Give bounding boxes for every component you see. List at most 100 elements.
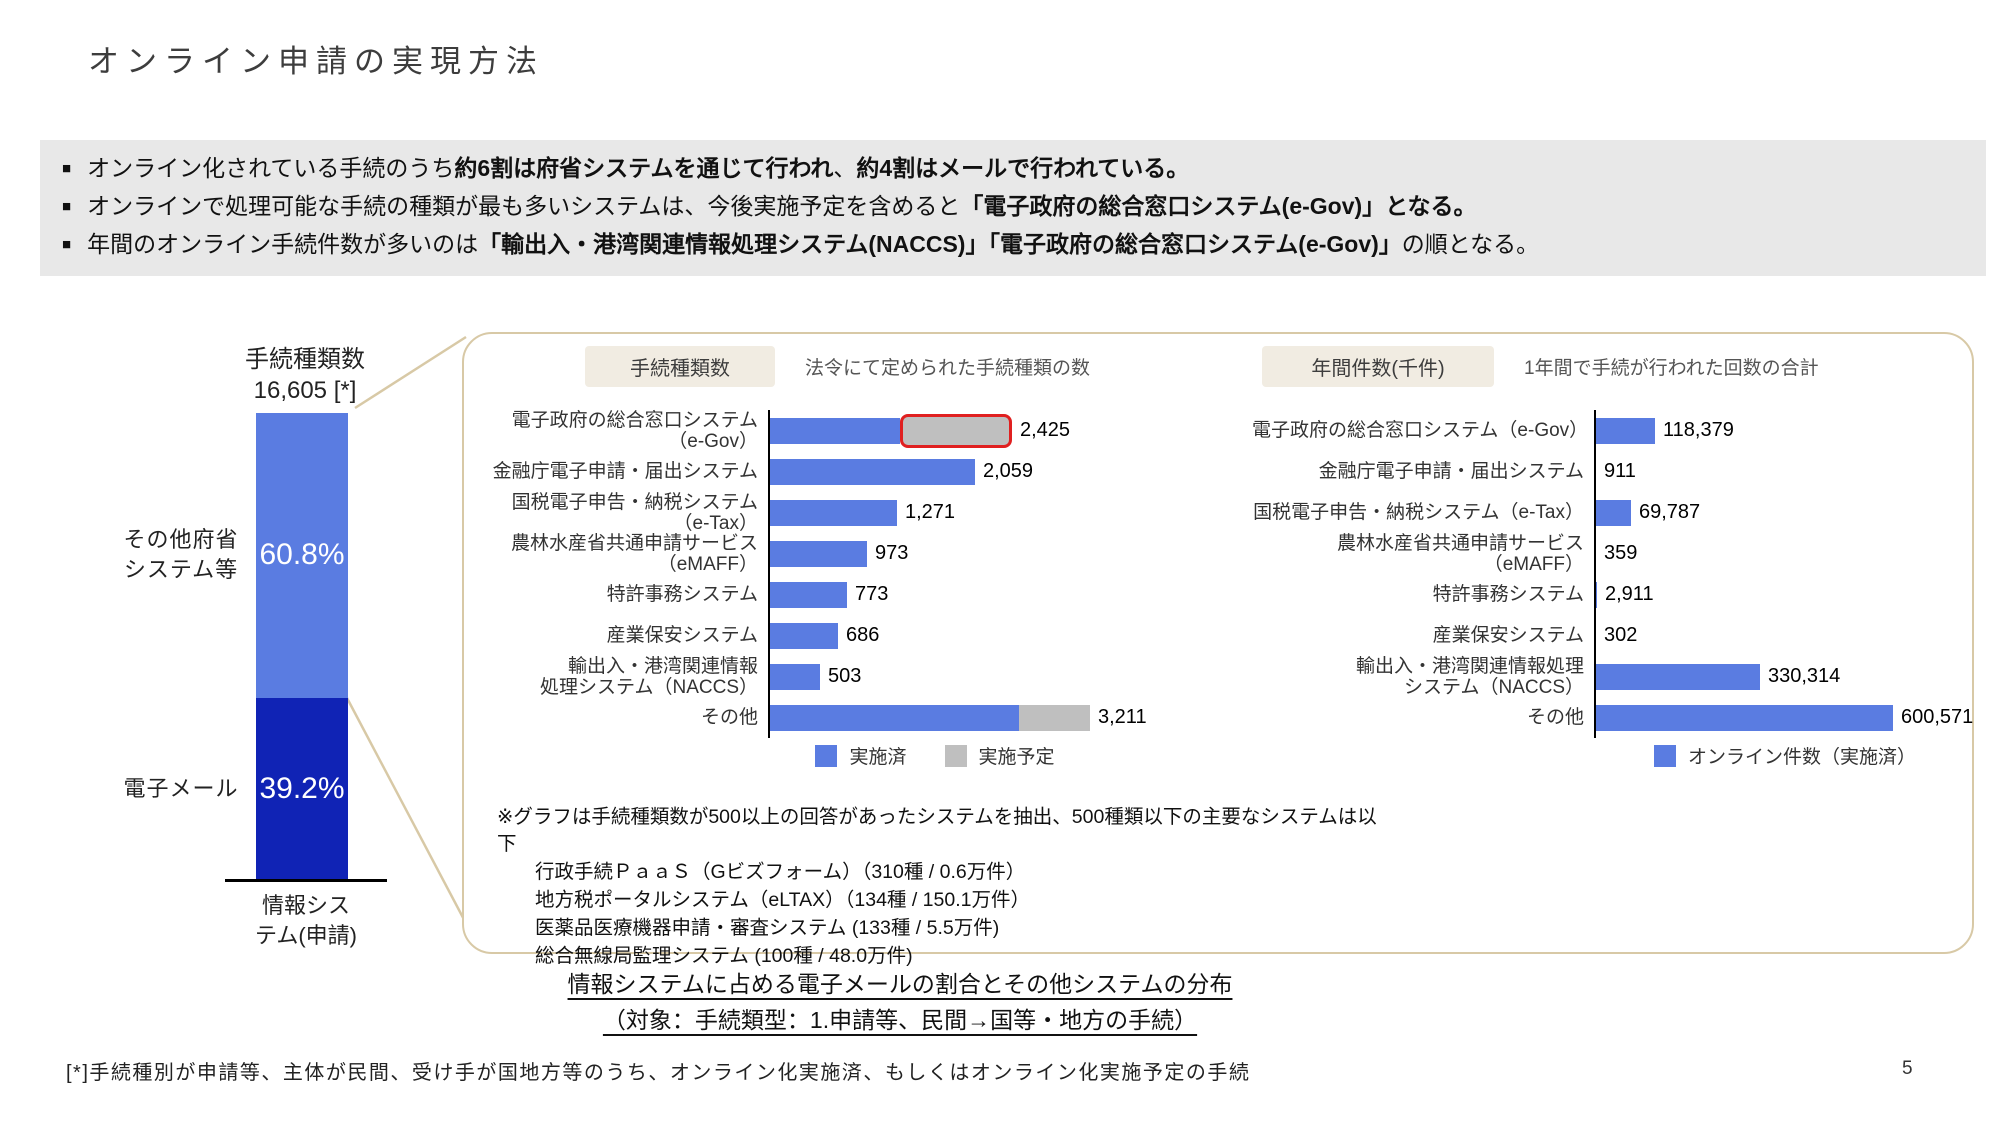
bar-area: 973 [768,533,1242,574]
value-label: 2,059 [983,460,1034,482]
footnote: [*]手続種別が申請等、主体が民間、受け手が国地方等のうち、オンライン化実施済、… [66,1062,1251,1084]
chart-row: 特許事務システム 2,911 [1252,574,1974,615]
chart-note: ※グラフは手続種類数が500以上の回答があったシステムを抽出、500種類以下の主… [497,804,1387,970]
bullet-text: 「電子政府の総合窓口システム(e-Gov)」となる。 [960,193,1477,219]
bar-area: 118,379 [1594,410,1974,451]
bar-area: 2,911 [1594,574,1974,615]
figure-caption-line1: 情報システムに占める電子メールの割合とその他システムの分布 [567,971,1233,997]
chart-row: 国税電子申告・納税システム（e-Tax） 69,787 [1252,492,1974,533]
value-label: 773 [855,583,889,605]
chart-row: その他 3,211 [476,697,1242,738]
bar-implemented [1596,417,1655,444]
chart-row: 産業保安システム 686 [476,615,1242,656]
stacked-chart-title: 手続種類数 16,605 [*] [160,344,450,406]
category-label: その他 [1526,707,1584,728]
value-label: 503 [828,665,862,687]
bullet-text: 「輸出入・港湾関連情報処理システム(NACCS)」「電子政府の総合窓口システム(… [478,231,1402,257]
stacked-chart-x-label: 情報シス テム(申請) [255,893,357,948]
category-label: 国税電子申告・納税システム（e-Tax） [1253,502,1584,523]
stack-segment: 39.2% [256,697,348,881]
bullet-text: オンライン化されている手続のうち [87,155,455,181]
bar-area: 302 [1594,615,1974,656]
left-chart-rows: 電子政府の総合窓口システム（e-Gov） 2,425 金融庁電子申請・届出システム 2… [476,410,1242,738]
stack-segment-label: 電子メール [123,776,239,802]
stack-segment-label: その他府省 システム等 [123,527,239,583]
bar-area: 69,787 [1594,492,1974,533]
note-item: 医薬品医療機器申請・審査システム (133種 / 5.5万件) [535,917,1000,939]
stack-segment: 60.8% [256,413,348,698]
category-label: 産業保安システム [606,625,758,646]
stacked-chart-axis [225,879,387,882]
bar-implemented [770,540,867,567]
bullet-text: 年間のオンライン手続件数が多いのは [87,231,479,257]
stacked-chart: 60.8% 39.2% その他府省 システム等電子メール [100,413,390,881]
detail-panel [462,332,1974,954]
bar-area: 911 [1594,451,1974,492]
bar-implemented [770,458,975,485]
chart-row: 産業保安システム 302 [1252,615,1974,656]
right-chart-subtitle: 1年間で手続が行われた回数の合計 [1524,358,1819,379]
chart-row: 電子政府の総合窓口システム（e-Gov） 2,425 [476,409,1242,452]
category-label: 輸出入・港湾関連情報 処理システム（NACCS） [540,655,758,698]
value-label: 1,271 [905,501,956,523]
bar-implemented [770,663,820,690]
category-label: 電子政府の総合窓口システム（e-Gov） [511,409,758,452]
category-label: 電子政府の総合窓口システム（e-Gov） [1252,420,1589,441]
bullet-text: 約6割は府省システムを通じて行われ [454,155,834,181]
bullet-text: の順となる。 [1401,231,1540,257]
value-label: 600,571 [1901,706,1974,728]
left-chart-header: 手続種類数 法令にて定められた手続種類の数 [585,346,1090,387]
legend-swatch-online-count [1653,744,1676,767]
value-label: 118,379 [1663,419,1734,441]
bullet-text: 、 [833,155,857,181]
bar-area: 773 [768,574,1242,615]
bar-implemented [1596,499,1631,526]
bar-implemented [770,704,1019,731]
bullet-marker-icon: ■ [62,160,72,177]
bar-area: 686 [768,615,1242,656]
stacked-bar: 60.8% 39.2% [256,413,348,881]
page-title: オンライン申請の実現方法 [88,44,544,79]
bar-implemented [1596,704,1893,731]
figure-caption-line2: （対象：手続類型：1.申請等、民間→国等・地方の手続） [602,1007,1198,1033]
right-chart-badge: 年間件数(千件) [1262,346,1494,387]
bar-implemented [1596,581,1597,608]
category-label: 農林水産省共通申請サービス（eMAFF） [1336,532,1584,575]
bar-area: 3,211 [768,697,1242,738]
category-label: 農林水産省共通申請サービス（eMAFF） [510,532,758,575]
bar-implemented [770,417,900,444]
value-label: 302 [1604,624,1638,646]
chart-row: その他 600,571 [1252,697,1974,738]
bar-area: 1,271 [768,492,1242,533]
value-label: 686 [846,624,880,646]
left-chart-badge: 手続種類数 [585,346,775,387]
bullet-marker-icon: ■ [62,198,72,215]
bar-area: 600,571 [1594,697,1974,738]
chart-row: 電子政府の総合窓口システム（e-Gov） 118,379 [1252,410,1974,451]
value-label: 911 [1604,460,1636,482]
stacked-chart-title-line1: 手続種類数 [245,346,365,373]
summary-bullet: ■ オンラインで処理可能な手続の種類が最も多いシステムは、今後実施予定を含めると「… [62,189,1964,227]
chart-row: 特許事務システム 773 [476,574,1242,615]
category-label: 国税電子申告・納税システム（e-Tax） [511,491,758,534]
note-item: 地方税ポータルシステム（eLTAX）（134種 / 150.1万件） [535,889,1030,911]
legend-label-planned: 実施予定 [978,747,1055,768]
right-chart-rows: 電子政府の総合窓口システム（e-Gov） 118,379 金融庁電子申請・届出システ… [1252,410,1974,738]
bar-area: 2,059 [768,451,1242,492]
figure-caption: 情報システムに占める電子メールの割合とその他システムの分布 （対象：手続類型：1… [360,966,1440,1038]
note-item: 行政手続ＰａａＳ（Gビズフォーム）（310種 / 0.6万件） [535,861,1026,883]
chart-row: 金融庁電子申請・届出システム 911 [1252,451,1974,492]
bar-implemented [770,581,847,608]
value-label: 359 [1604,542,1638,564]
chart-row: 輸出入・港湾関連情報処理 システム（NACCS） 330,314 [1252,655,1974,698]
legend-label-implemented: 実施済 [849,747,907,768]
value-label: 69,787 [1639,501,1701,523]
stacked-chart-total: 16,605 [*] [253,377,357,404]
legend-swatch-planned [944,744,967,767]
summary-bullet: ■ オンライン化されている手続のうち約6割は府省システムを通じて行われ、約4割はメ… [62,151,1964,189]
right-chart-legend: オンライン件数（実施済） [1590,742,1980,769]
category-label: 輸出入・港湾関連情報処理 システム（NACCS） [1355,655,1584,698]
left-chart-subtitle: 法令にて定められた手続種類の数 [805,358,1091,379]
